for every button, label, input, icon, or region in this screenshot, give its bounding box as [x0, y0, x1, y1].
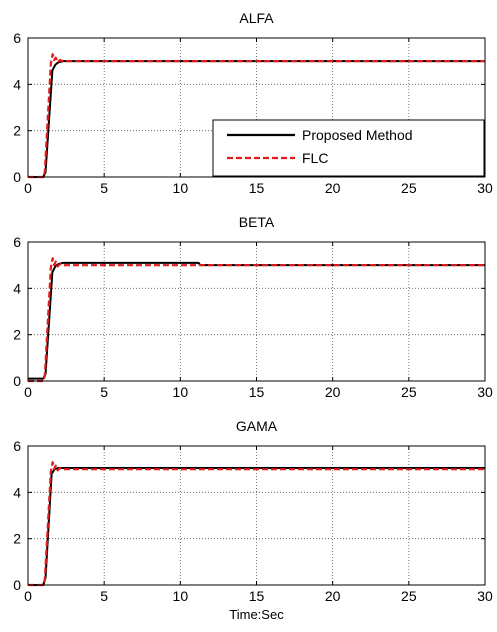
subplot-gama: GAMA 0 5 10 15 20 25 30 0 2 4 6 Time:Sec — [13, 418, 493, 622]
chart-title: ALFA — [239, 10, 274, 26]
y-tick-label: 6 — [13, 30, 21, 46]
legend-label-proposed-method: Proposed Method — [302, 127, 413, 143]
series-line-flc — [28, 461, 485, 587]
x-tick-label: 10 — [173, 384, 189, 400]
x-tick-label: 5 — [100, 588, 108, 604]
x-tick-label: 25 — [401, 180, 417, 196]
x-tick-label: 0 — [24, 180, 32, 196]
y-tick-label: 2 — [13, 531, 21, 547]
y-tick-label: 0 — [13, 577, 21, 593]
x-tick-label: 10 — [173, 180, 189, 196]
subplot-beta: BETA 0 5 10 15 20 25 30 0 2 4 6 — [13, 214, 493, 400]
legend-box — [212, 119, 485, 177]
x-axis-label: Time:Sec — [229, 607, 284, 622]
series-line-flc — [28, 257, 485, 383]
legend-label-flc: FLC — [302, 150, 328, 166]
chart-title: GAMA — [236, 418, 278, 434]
x-tick-label: 15 — [249, 180, 265, 196]
y-tick-label: 6 — [13, 234, 21, 250]
x-tick-label: 15 — [249, 588, 265, 604]
chart-title: BETA — [239, 214, 275, 230]
x-tick-label: 20 — [325, 384, 341, 400]
y-tick-label: 2 — [13, 123, 21, 139]
series-line-flc — [28, 53, 485, 179]
x-tick-label: 0 — [24, 384, 32, 400]
x-tick-label: 20 — [325, 588, 341, 604]
x-tick-label: 5 — [100, 180, 108, 196]
y-tick-label: 0 — [13, 169, 21, 185]
x-tick-label: 20 — [325, 180, 341, 196]
x-tick-label: 30 — [477, 180, 493, 196]
x-tick-label: 25 — [401, 588, 417, 604]
y-tick-label: 6 — [13, 438, 21, 454]
legend: Proposed Method FLC — [212, 119, 485, 177]
y-tick-label: 4 — [13, 76, 21, 92]
y-tick-label: 4 — [13, 280, 21, 296]
x-tick-label: 5 — [100, 384, 108, 400]
y-tick-label: 4 — [13, 484, 21, 500]
y-tick-label: 0 — [13, 373, 21, 389]
x-tick-label: 25 — [401, 384, 417, 400]
y-tick-label: 2 — [13, 327, 21, 343]
x-tick-label: 30 — [477, 384, 493, 400]
x-tick-label: 15 — [249, 384, 265, 400]
x-tick-label: 30 — [477, 588, 493, 604]
x-tick-label: 0 — [24, 588, 32, 604]
x-tick-label: 10 — [173, 588, 189, 604]
subplot-alfa: ALFA 0 5 10 15 20 25 30 0 2 4 6 Proposed Method FLC — [13, 10, 493, 196]
